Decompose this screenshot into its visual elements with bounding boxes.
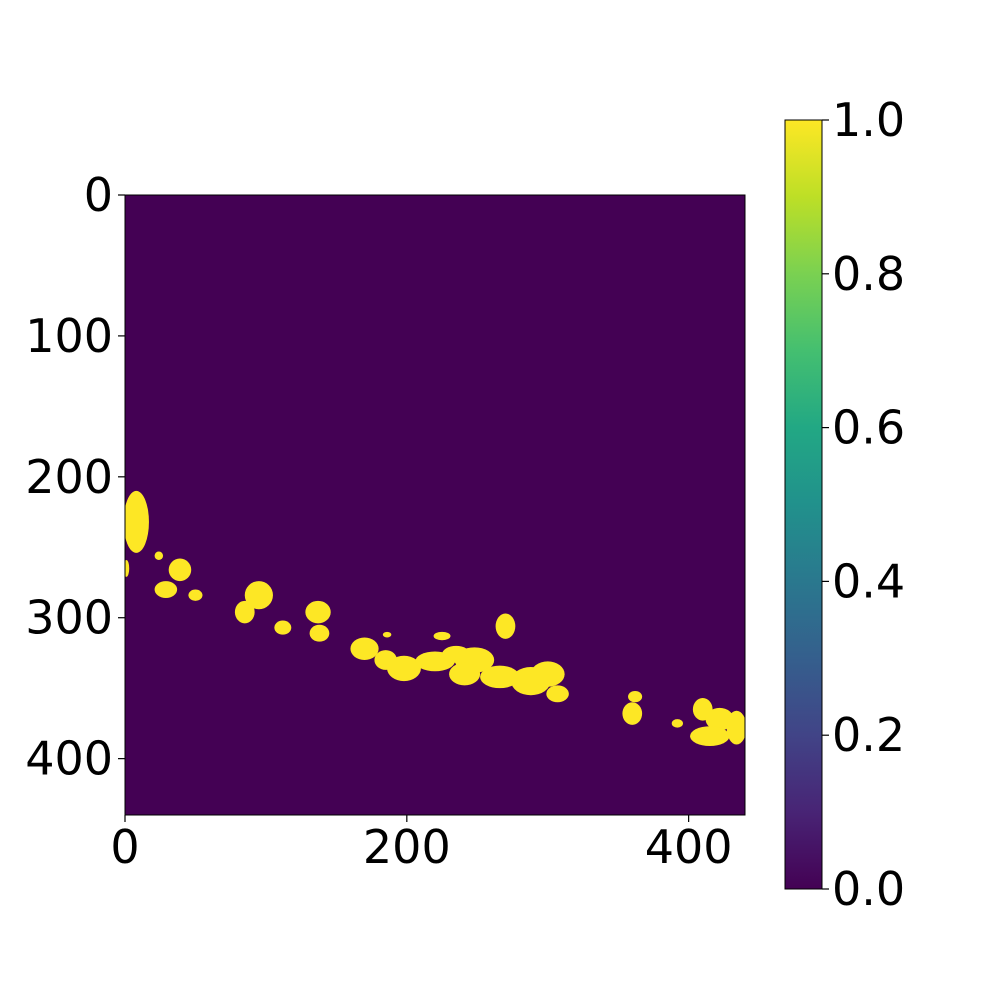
colorbar-tick-label: 0.6 xyxy=(832,401,905,455)
x-axis: 0 200 400 xyxy=(110,815,733,874)
mask-layer xyxy=(125,490,745,746)
mask-region xyxy=(449,662,481,686)
mask-region xyxy=(495,613,516,639)
mask-region xyxy=(244,581,273,610)
mask-region xyxy=(154,581,178,599)
mask-region xyxy=(350,637,379,661)
mask-region xyxy=(480,665,520,689)
mask-region xyxy=(305,600,331,624)
y-tick-label: 400 xyxy=(25,732,113,786)
mask-region xyxy=(125,490,149,553)
y-tick-label: 0 xyxy=(84,168,113,222)
x-tick-label: 400 xyxy=(645,820,733,874)
y-tick-label: 100 xyxy=(25,309,113,363)
mask-region xyxy=(234,600,255,624)
colorbar-tick-label: 1.0 xyxy=(832,93,905,147)
mask-region xyxy=(705,707,734,731)
mask-region xyxy=(387,655,421,682)
colorbar-tick-label: 0.2 xyxy=(832,708,905,762)
mask-region xyxy=(154,551,164,560)
y-axis: 0 100 200 300 400 xyxy=(25,168,125,786)
mask-region xyxy=(382,631,392,638)
mask-region xyxy=(690,726,730,746)
mask-region xyxy=(274,620,292,635)
y-tick-label: 200 xyxy=(25,450,113,504)
colorbar-tick-label: 0.0 xyxy=(832,862,905,916)
y-tick-label: 300 xyxy=(25,591,113,645)
colorbar-ticks: 0.0 0.2 0.4 0.6 0.8 1.0 xyxy=(822,93,905,916)
mask-background xyxy=(125,195,745,815)
mask-region xyxy=(188,589,203,601)
plot-frame xyxy=(124,194,746,816)
mask-region xyxy=(726,710,745,745)
mask-region xyxy=(530,661,565,687)
x-tick-label: 200 xyxy=(363,820,451,874)
colorbar-tick-label: 0.4 xyxy=(832,554,905,608)
plot-area xyxy=(124,194,746,816)
colorbar-gradient xyxy=(784,119,823,890)
mask-region xyxy=(309,624,330,642)
x-tick-label: 0 xyxy=(110,820,139,874)
mask-region xyxy=(622,702,643,725)
colorbar: 0.0 0.2 0.4 0.6 0.8 1.0 xyxy=(784,93,905,916)
mask-region xyxy=(433,631,451,641)
colorbar-tick-label: 0.8 xyxy=(832,247,905,301)
mask-region xyxy=(628,691,643,703)
mask-region xyxy=(168,558,192,582)
mask-region xyxy=(546,685,569,703)
mask-region xyxy=(125,559,130,577)
mask-region xyxy=(671,719,683,728)
